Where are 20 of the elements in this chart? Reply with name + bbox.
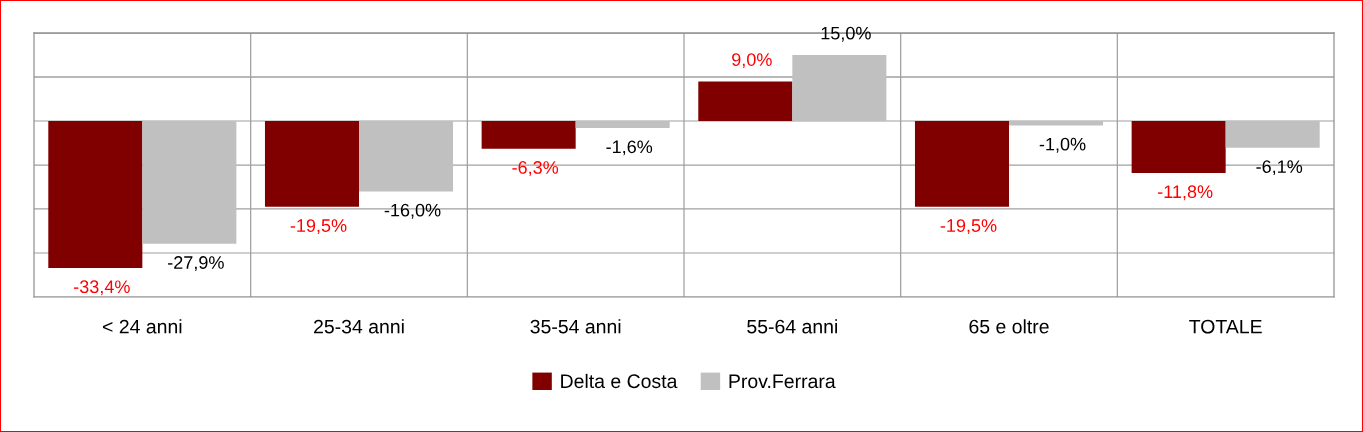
data-label: -6,3% [512, 161, 559, 176]
data-label: -27,9% [168, 256, 224, 272]
legend-label: Delta e Costa [561, 373, 678, 389]
x-tick-label: 35-54 anni [530, 319, 621, 334]
data-label: 15,0% [821, 26, 871, 42]
legend-label: Prov.Ferrara [729, 374, 836, 389]
x-tick-label: 25-34 anni [314, 319, 404, 334]
x-tick-label: 65 e oltre [969, 319, 1049, 334]
data-label: -6,1% [1256, 160, 1303, 176]
x-tick-label: < 24 anni [103, 319, 182, 334]
data-label: 9,0% [732, 53, 772, 69]
data-label: -16,0% [384, 203, 441, 219]
data-label: -11,8% [1158, 185, 1213, 201]
x-tick-label: 55-64 anni [747, 319, 837, 334]
x-tick-label: TOTALE [1189, 319, 1262, 334]
data-label: -19,5% [290, 219, 347, 235]
data-label: -1,6% [606, 140, 653, 156]
data-label: -19,5% [940, 219, 997, 235]
data-label: -1,0% [1039, 137, 1086, 153]
data-label: -33,4% [74, 280, 130, 296]
